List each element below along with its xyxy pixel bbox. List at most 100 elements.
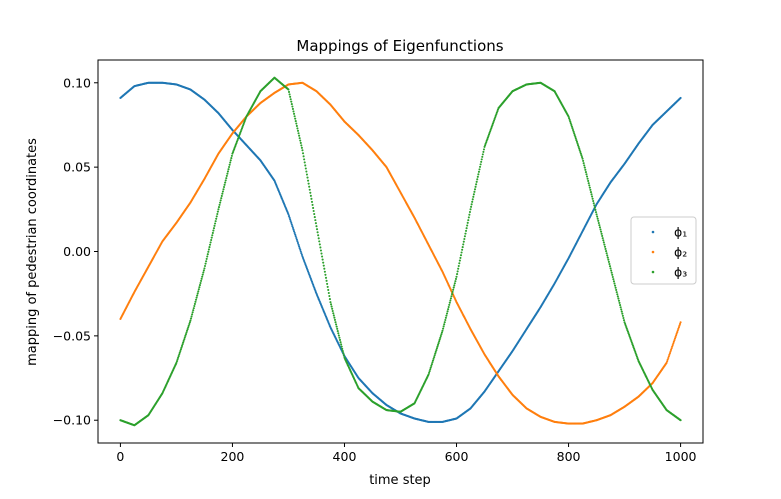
series-3-point bbox=[592, 202, 595, 205]
series-3-point bbox=[342, 352, 345, 355]
series-3-point bbox=[296, 129, 300, 132]
series-3-point bbox=[221, 192, 224, 195]
series-3-point bbox=[192, 307, 195, 310]
series-3-point bbox=[584, 171, 587, 174]
series-3-point bbox=[449, 297, 452, 300]
series-3-point bbox=[224, 181, 227, 184]
series-3-point bbox=[591, 195, 594, 198]
series-3-point bbox=[597, 221, 600, 225]
series-3-point bbox=[308, 185, 311, 188]
series-3-point bbox=[584, 168, 587, 171]
series-3-point bbox=[216, 212, 219, 216]
series-3-point bbox=[190, 315, 193, 318]
series-3-point bbox=[301, 149, 304, 152]
series-3-point bbox=[468, 213, 471, 216]
series-1-point bbox=[287, 213, 290, 216]
series-3-point bbox=[458, 259, 461, 262]
series-3-point bbox=[482, 148, 486, 151]
series-3-point bbox=[622, 316, 625, 320]
series-3-point bbox=[575, 139, 578, 142]
series-3-point bbox=[202, 269, 205, 272]
series-3-point bbox=[441, 329, 444, 332]
series-3-point bbox=[586, 177, 589, 180]
series-3-point bbox=[460, 251, 463, 254]
series-3-point bbox=[438, 338, 441, 341]
series-3-point bbox=[480, 158, 483, 161]
series-3-point bbox=[205, 260, 208, 263]
series-3-point bbox=[435, 349, 438, 352]
series-1-point bbox=[291, 226, 294, 229]
series-3-point bbox=[606, 254, 609, 257]
series-3-point bbox=[289, 98, 292, 101]
series-3-point bbox=[311, 203, 314, 206]
series-3-point bbox=[603, 245, 607, 248]
series-2-point bbox=[665, 361, 668, 364]
series-3-point bbox=[339, 341, 342, 344]
series-3-point bbox=[589, 188, 592, 191]
series-3-point bbox=[432, 357, 435, 360]
series-3-point bbox=[578, 149, 581, 152]
series-3-point bbox=[453, 284, 456, 287]
series-3-point bbox=[335, 325, 338, 328]
series-3-point bbox=[621, 312, 624, 315]
series-2-point bbox=[675, 332, 678, 335]
series-3-point bbox=[203, 264, 207, 268]
series-3-point bbox=[431, 361, 434, 364]
series-2-point bbox=[676, 329, 679, 332]
series-3-point bbox=[459, 256, 462, 259]
series-3-point bbox=[428, 370, 431, 373]
series-3-point bbox=[591, 197, 594, 200]
series-3-point bbox=[225, 177, 228, 180]
series-3-point bbox=[593, 204, 596, 207]
series-3-point bbox=[317, 234, 320, 237]
series-3-point bbox=[594, 211, 598, 214]
series-3-point bbox=[456, 273, 459, 276]
series-3-point bbox=[319, 246, 322, 249]
series-3-point bbox=[576, 142, 579, 145]
series-3-point bbox=[615, 291, 618, 294]
x-tick-label: 0 bbox=[116, 449, 124, 464]
series-3-point bbox=[581, 157, 584, 160]
series-3-point bbox=[187, 326, 190, 329]
series-3-point bbox=[433, 354, 436, 357]
series-3-point bbox=[469, 208, 472, 211]
series-3-point bbox=[587, 179, 590, 183]
series-3-point bbox=[333, 316, 336, 319]
series-3-point bbox=[461, 246, 464, 249]
series-1-point bbox=[300, 253, 303, 256]
series-3-point bbox=[619, 304, 622, 307]
series-3-point bbox=[295, 124, 298, 128]
series-3-point bbox=[477, 170, 480, 173]
series-2-point bbox=[677, 326, 680, 329]
series-3-point bbox=[613, 282, 616, 285]
series-1-point bbox=[295, 238, 298, 241]
series-3-point bbox=[178, 353, 181, 356]
series-3-point bbox=[601, 237, 604, 240]
series-3-point bbox=[299, 141, 302, 145]
series-3-point bbox=[205, 257, 208, 260]
series-2-point bbox=[677, 327, 680, 330]
series-1-point bbox=[296, 242, 300, 245]
series-1-point bbox=[299, 250, 302, 253]
series-3-point bbox=[596, 215, 599, 218]
series-3-point bbox=[335, 323, 338, 326]
series-3-point bbox=[219, 201, 222, 204]
series-3-point bbox=[222, 186, 226, 189]
series-3-point bbox=[479, 165, 482, 168]
series-3-point bbox=[442, 327, 445, 330]
series-3-point bbox=[300, 146, 303, 149]
series-3-point bbox=[191, 313, 194, 316]
series-3-point bbox=[323, 267, 326, 270]
legend-marker bbox=[651, 230, 655, 234]
series-3-point bbox=[598, 224, 601, 227]
series-3-point bbox=[588, 184, 591, 187]
series-3-point bbox=[321, 255, 324, 258]
series-3-point bbox=[300, 144, 303, 147]
series-3-point bbox=[331, 309, 334, 313]
series-3-point bbox=[452, 288, 455, 291]
series-3-point bbox=[192, 309, 195, 312]
series-3-point bbox=[600, 230, 603, 233]
series-2-point bbox=[672, 342, 675, 345]
series-3-point bbox=[439, 336, 442, 339]
